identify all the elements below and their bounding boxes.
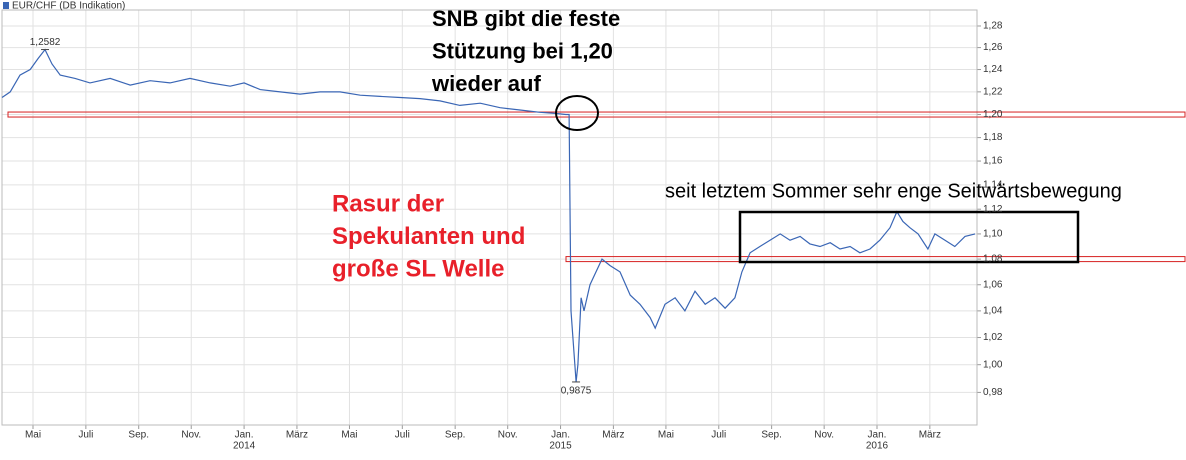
annotation: Spekulanten und xyxy=(332,223,525,250)
annotation: große SL Welle xyxy=(332,255,505,282)
y-tick-label: 1,26 xyxy=(983,42,1003,53)
x-year-label: 2016 xyxy=(866,441,889,452)
y-tick-label: 1,18 xyxy=(983,132,1003,143)
marks xyxy=(1,48,1186,383)
x-tick-label: März xyxy=(286,430,308,441)
x-tick-label: Juli xyxy=(395,430,410,441)
annotation: seit letztem Sommer sehr enge Seitwärtsb… xyxy=(665,180,1122,202)
x-tick-label: Sep. xyxy=(128,430,149,441)
y-tick-label: 1,06 xyxy=(983,279,1003,290)
annotation: Rasur der xyxy=(332,190,444,217)
legend-label: EUR/CHF (DB Indikation) xyxy=(12,1,125,12)
range-box xyxy=(738,210,1080,264)
x-tick-label: Mai xyxy=(658,430,674,441)
annotation: wieder auf xyxy=(431,71,541,96)
y-tick-label: 1,04 xyxy=(983,306,1003,317)
highlight-ellipse xyxy=(555,95,599,131)
legend-swatch xyxy=(3,2,9,9)
y-tick-label: 1,20 xyxy=(983,109,1003,120)
x-tick-label: Mai xyxy=(341,430,357,441)
y-tick-label: 1,12 xyxy=(983,204,1003,215)
x-year-label: 2014 xyxy=(233,441,256,452)
x-tick-label: März xyxy=(602,430,624,441)
x-tick-label: Nov. xyxy=(181,430,201,441)
extreme-label: 0,9875 xyxy=(561,386,592,397)
annotation: Stützung bei 1,20 xyxy=(432,38,613,63)
y-tick-label: 1,16 xyxy=(983,156,1003,167)
x-tick-label: Nov. xyxy=(498,430,518,441)
y-tick-label: 1,28 xyxy=(983,21,1003,32)
y-tick-label: 1,00 xyxy=(983,359,1003,370)
annotation: SNB gibt die feste xyxy=(432,6,620,31)
x-tick-label: Sep. xyxy=(761,430,782,441)
x-tick-label: Nov. xyxy=(814,430,834,441)
x-tick-label: Jan. xyxy=(551,430,570,441)
y-tick-label: 1,02 xyxy=(983,332,1003,343)
series-line xyxy=(1,48,976,383)
x-tick-label: Jan. xyxy=(235,430,254,441)
x-tick-label: Juli xyxy=(78,430,93,441)
x-year-label: 2015 xyxy=(549,441,572,452)
x-tick-label: Mai xyxy=(25,430,41,441)
y-tick-label: 1,24 xyxy=(983,64,1003,75)
plot-frame xyxy=(1,9,978,426)
x-tick-label: Jan. xyxy=(868,430,887,441)
extreme-label: 1,2582 xyxy=(30,37,61,48)
grid xyxy=(2,10,981,429)
y-tick-label: 1,08 xyxy=(983,254,1003,265)
y-tick-label: 1,10 xyxy=(983,229,1003,240)
y-tick-label: 1,14 xyxy=(983,180,1003,191)
x-tick-label: März xyxy=(919,430,941,441)
labels: 1,28 1,26 1,24 1,22 1,20 1,18 1,16 1,14 1,12 1,10… xyxy=(3,1,1122,452)
y-tick-label: 1,22 xyxy=(983,86,1003,97)
y-tick-label: 0,98 xyxy=(983,387,1003,398)
x-tick-label: Juli xyxy=(711,430,726,441)
x-tick-label: Sep. xyxy=(445,430,466,441)
